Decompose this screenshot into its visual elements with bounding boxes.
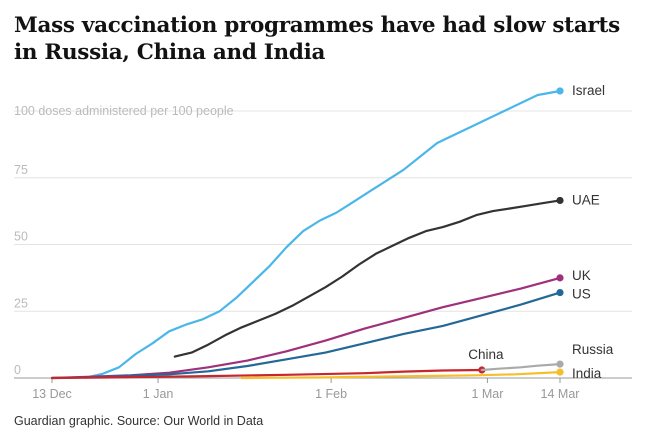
series-endpoint-uk: [556, 274, 564, 282]
series-line-russia: [480, 363, 562, 372]
series-line-uk: [50, 276, 562, 380]
series-labels: Israel UAE UK US China Russia India: [468, 83, 614, 381]
series-lines: [50, 87, 564, 380]
series-line-uae: [173, 199, 562, 358]
series-endpoint-us: [556, 288, 564, 297]
series-label-india: India: [572, 366, 602, 381]
y-axis-label: 100 doses administered per 100 people: [14, 104, 234, 118]
series-label-china: China: [468, 347, 504, 362]
series-endpoint-india: [556, 368, 564, 376]
series-endpoint-russia: [556, 360, 564, 368]
source-note: Guardian graphic. Source: Our World in D…: [14, 414, 264, 428]
series-label-russia: Russia: [572, 342, 614, 357]
x-tick-labels: 13 Dec 1 Jan 1 Feb 1 Mar 14 Mar: [32, 378, 579, 401]
x-tick-label-1-mar: 1 Mar: [471, 387, 503, 401]
gridlines: [14, 110, 632, 379]
y-tick-label-0: 0: [14, 363, 21, 377]
x-tick-label-13-dec: 13 Dec: [32, 387, 72, 401]
series-line-china: [50, 368, 483, 380]
y-tick-label-50: 50: [14, 230, 28, 244]
y-tick-label-25: 25: [14, 296, 28, 310]
series-label-uae: UAE: [572, 192, 600, 207]
y-tick-label-75: 75: [14, 163, 28, 177]
series-label-us: US: [572, 287, 591, 302]
series-line-india: [240, 371, 562, 380]
y-tick-labels: 0 25 50 75: [14, 163, 28, 377]
series-label-israel: Israel: [572, 83, 605, 98]
series-endpoint-israel: [556, 87, 564, 95]
x-tick-label-1-feb: 1 Feb: [315, 387, 347, 401]
x-tick-label-1-jan: 1 Jan: [143, 387, 174, 401]
x-tick-label-14-mar: 14 Mar: [541, 387, 580, 401]
series-endpoint-uae: [556, 196, 564, 205]
series-line-us: [50, 291, 562, 380]
chart-title: Mass vaccination programmes have had slo…: [14, 13, 620, 65]
series-line-israel: [84, 89, 562, 379]
series-label-uk: UK: [572, 268, 591, 283]
